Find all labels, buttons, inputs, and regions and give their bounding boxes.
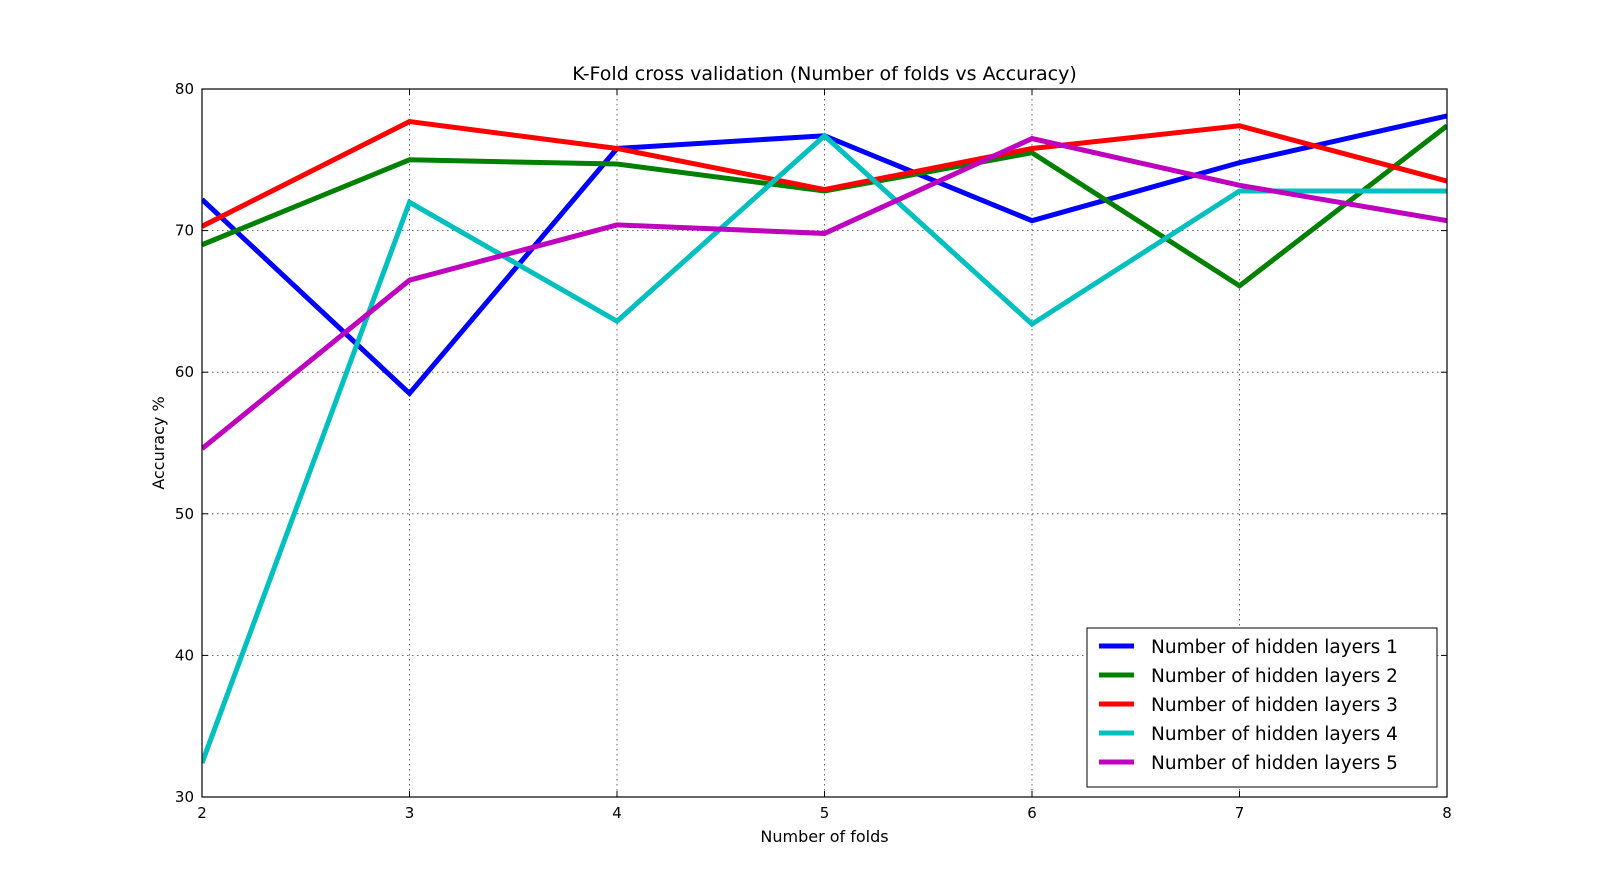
legend-label-5: Number of hidden layers 5 <box>1151 753 1398 774</box>
x-tick-label: 7 <box>1235 804 1245 822</box>
legend-label-3: Number of hidden layers 3 <box>1151 695 1398 716</box>
y-tick-label: 40 <box>175 646 194 664</box>
series-line-5 <box>202 135 1447 451</box>
legend-box <box>1086 627 1438 788</box>
axis-ticks: 2 3 4 5 6 7 8 30 40 50 60 70 80 <box>175 80 1452 822</box>
legend-label-2: Number of hidden layers 2 <box>1151 666 1398 687</box>
y-axis-label: Accuracy % <box>149 396 168 489</box>
legend: Number of hidden layers 1 Number of hidde… <box>1086 627 1438 788</box>
x-tick-label: 5 <box>820 804 830 822</box>
series-lines <box>202 113 1447 764</box>
x-tick-label: 8 <box>1442 804 1452 822</box>
chart-title: K-Fold cross validation (Number of folds… <box>572 63 1077 85</box>
y-tick-label: 80 <box>175 80 194 98</box>
series-line-4 <box>202 132 1447 764</box>
y-tick-label: 30 <box>175 788 194 806</box>
series-line-3 <box>202 118 1447 229</box>
x-tick-label: 2 <box>197 804 207 822</box>
x-tick-label: 4 <box>612 804 622 822</box>
x-tick-label: 3 <box>405 804 415 822</box>
y-tick-label: 70 <box>175 222 194 240</box>
x-tick-label: 6 <box>1027 804 1037 822</box>
legend-label-1: Number of hidden layers 1 <box>1151 637 1398 658</box>
y-tick-label: 60 <box>175 363 194 381</box>
x-axis-label: Number of folds <box>760 827 888 846</box>
y-tick-label: 50 <box>175 505 194 523</box>
legend-label-4: Number of hidden layers 4 <box>1151 724 1398 745</box>
